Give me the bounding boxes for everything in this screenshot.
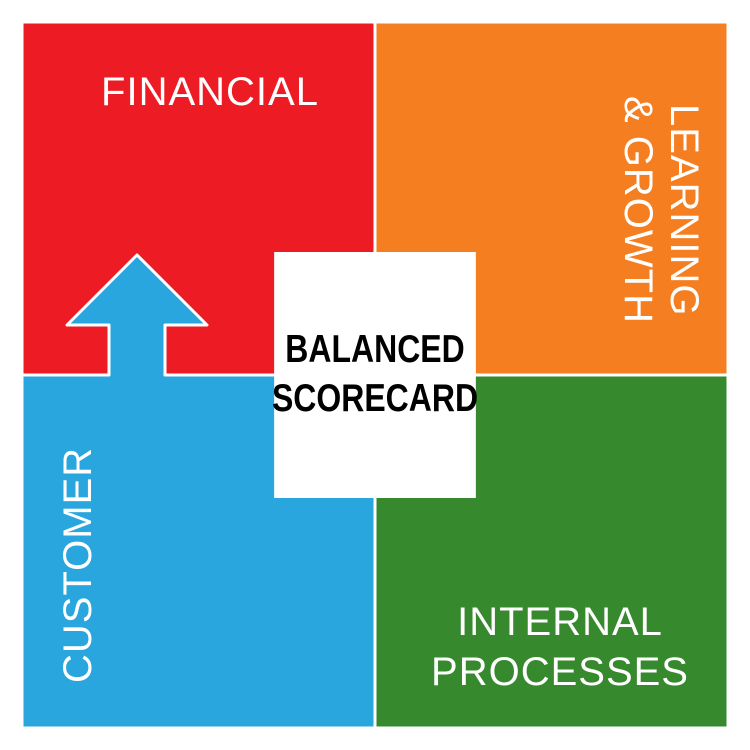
internal-processes-label: INTERNALPROCESSES — [390, 597, 730, 697]
financial-label: FINANCIAL — [40, 67, 380, 117]
balanced-scorecard-diagram: FINANCIAL LEARNING& GROWTH INTERNALPROCE… — [0, 0, 750, 750]
center-line-2: SCORECARD — [272, 375, 478, 424]
center-line-1: BALANCED — [285, 326, 464, 375]
customer-label: CUSTOMER — [55, 400, 101, 730]
learning-growth-label: LEARNING& GROWTH — [615, 45, 707, 375]
center-title-box: BALANCED SCORECARD — [274, 252, 476, 498]
